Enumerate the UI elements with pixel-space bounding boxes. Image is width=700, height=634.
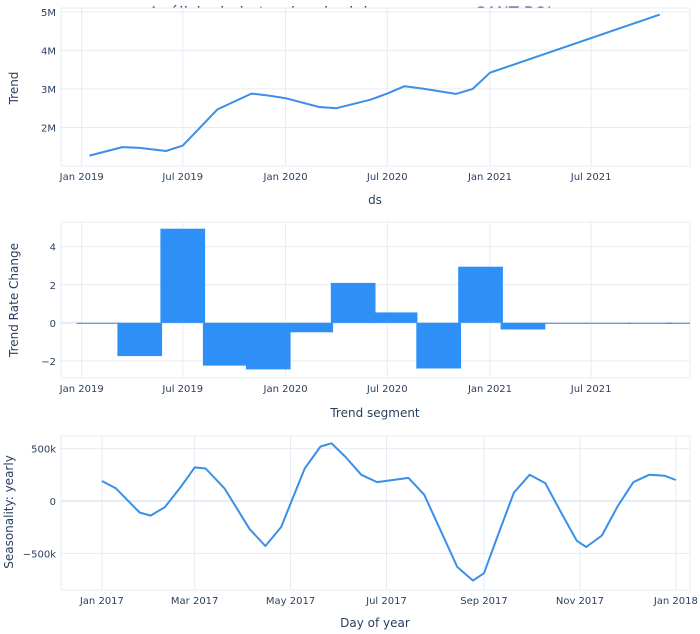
y-tick-label: 0	[50, 497, 56, 508]
trend-x-axis-title: ds	[368, 193, 382, 207]
seasonality-x-ticks: Jan 2017 Mar 2017 May 2017 Jul 2017 Sep 2017…	[79, 596, 698, 607]
trend-rate-bar	[628, 322, 673, 324]
seasonality-grid	[61, 436, 690, 590]
trend-rate-bar	[76, 322, 122, 324]
trend-rate-y-axis-title: Trend Rate Change	[7, 243, 21, 358]
trend-rate-bars	[76, 228, 690, 370]
x-tick-label: Jul 2019	[161, 384, 203, 395]
y-tick-label: 2M	[41, 123, 56, 134]
seasonality-line-series	[101, 442, 677, 582]
trend-rate-bar	[202, 322, 248, 366]
x-tick-label: Jan 2018	[653, 596, 698, 607]
y-tick-label: 3M	[41, 85, 56, 96]
trend-y-axis-title: Trend	[7, 72, 21, 106]
trend-plot-area	[60, 7, 691, 167]
trend-rate-bar	[458, 266, 503, 323]
trend-rate-bar	[542, 322, 588, 324]
x-tick-label: May 2017	[266, 596, 315, 607]
trend-x-ticks: Jan 2019 Jul 2019 Jan 2020 Jul 2020 Jan 2021…	[59, 172, 612, 183]
seasonality-plot-area	[60, 435, 691, 591]
x-tick-label: Jul 2020	[366, 172, 408, 183]
y-tick-label: 2	[50, 281, 56, 292]
trend-rate-bar	[288, 322, 334, 333]
seasonality-x-axis-title: Day of year	[340, 616, 410, 630]
trend-rate-bar	[330, 282, 376, 323]
series-line	[89, 13, 661, 157]
trend-rate-y-ticks: −2 0 2 4	[41, 243, 56, 368]
trend-rate-bar	[245, 322, 291, 370]
y-tick-label: −500k	[23, 549, 56, 560]
x-tick-label: Jan 2019	[59, 172, 104, 183]
y-tick-label: 4	[50, 243, 56, 254]
x-tick-label: Jan 2017	[79, 596, 124, 607]
x-tick-label: Jul 2020	[366, 384, 408, 395]
x-tick-label: Jan 2021	[467, 172, 512, 183]
x-tick-label: Jul 2019	[161, 172, 203, 183]
seasonality-y-ticks: −500k 0 500k	[23, 445, 56, 561]
y-tick-label: −2	[41, 357, 56, 368]
trend-rate-bar	[416, 322, 461, 369]
trend-rate-bar	[666, 322, 690, 324]
seasonality-y-axis-title: Seasonality: yearly	[2, 455, 16, 569]
trend-line-series	[89, 13, 661, 157]
series-line	[101, 442, 677, 582]
x-tick-label: Jul 2021	[570, 172, 612, 183]
y-tick-label: 4M	[41, 46, 56, 57]
y-tick-label: 5M	[41, 8, 56, 19]
trend-rate-bar	[586, 322, 631, 324]
trend-rate-bar	[160, 228, 206, 323]
x-tick-label: Jul 2021	[570, 384, 612, 395]
trend-rate-bar	[372, 312, 418, 323]
x-tick-label: Sep 2017	[460, 596, 507, 607]
trend-grid	[61, 8, 690, 166]
x-tick-label: Jul 2017	[365, 596, 407, 607]
x-tick-label: Jan 2020	[263, 384, 308, 395]
x-tick-label: Nov 2017	[556, 596, 604, 607]
trend-rate-x-ticks: Jan 2019 Jul 2019 Jan 2020 Jul 2020 Jan 2021…	[59, 384, 612, 395]
x-tick-label: Jan 2019	[59, 384, 104, 395]
y-tick-label: 500k	[31, 445, 56, 456]
trend-y-ticks: 2M 3M 4M 5M	[41, 8, 56, 135]
trend-rate-x-axis-title: Trend segment	[329, 406, 420, 420]
x-tick-label: Mar 2017	[171, 596, 219, 607]
trend-rate-bar	[117, 322, 163, 357]
x-tick-label: Jan 2020	[263, 172, 308, 183]
y-tick-label: 0	[50, 319, 56, 330]
x-tick-label: Jan 2021	[467, 384, 512, 395]
trend-rate-bar	[500, 322, 546, 330]
